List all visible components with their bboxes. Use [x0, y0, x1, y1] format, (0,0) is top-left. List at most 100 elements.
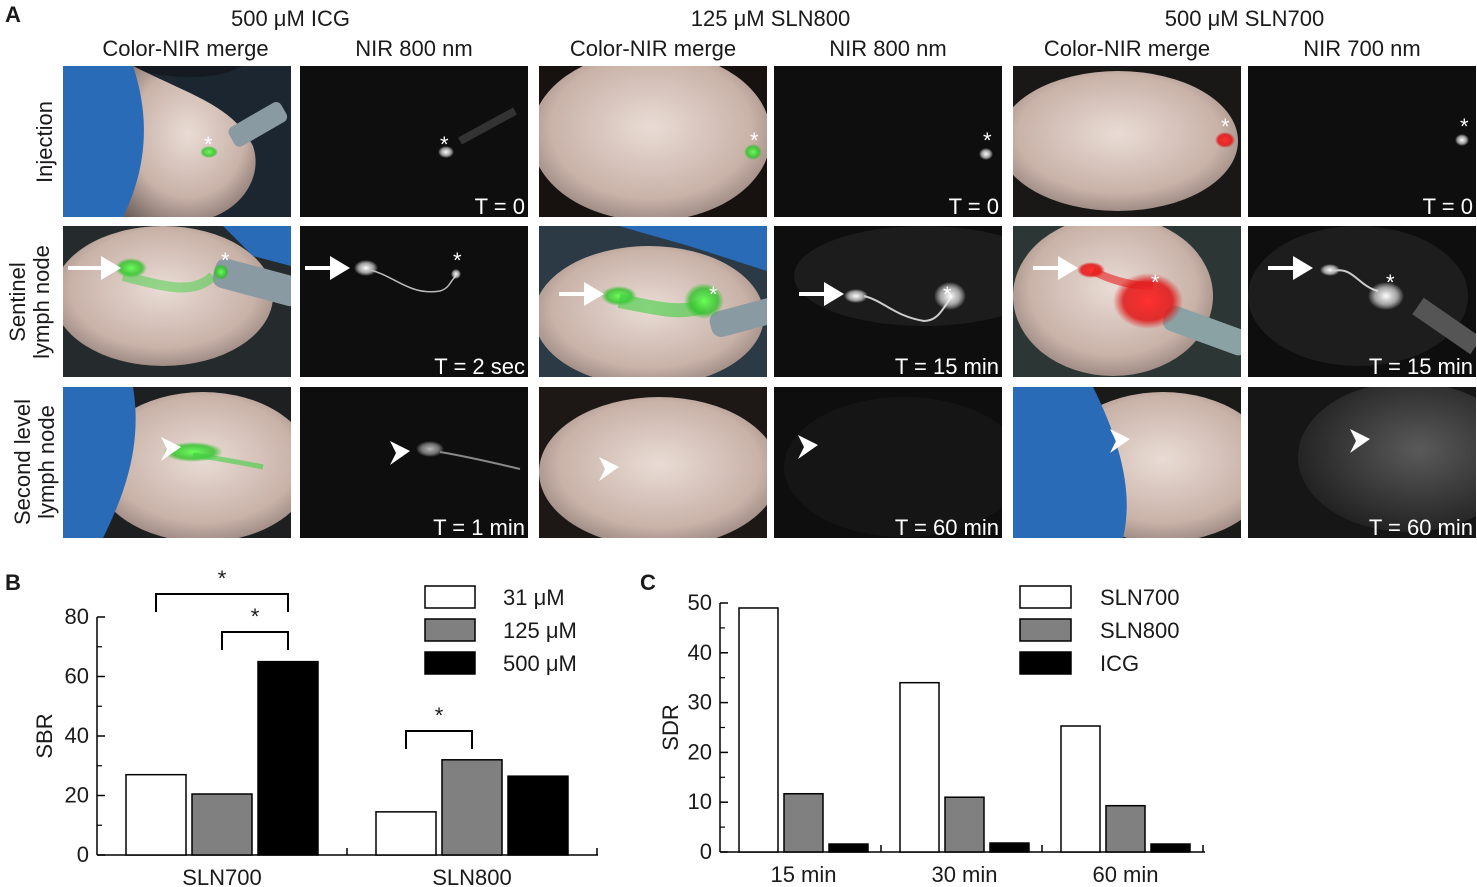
significance-bracket: [155, 593, 289, 612]
panel-letter: C: [640, 570, 656, 595]
y-tick-label: 40: [688, 640, 712, 665]
image-icg-nir-injection: * T = 0: [300, 66, 528, 217]
injection-site-marker: *: [440, 132, 449, 157]
injection-site-marker: *: [1151, 270, 1160, 295]
col-title-sln700-merge: Color-NIR merge: [1043, 36, 1211, 61]
injection-site-marker: *: [453, 248, 462, 273]
time-label: T = 0: [948, 194, 999, 217]
y-tick-label: 50: [688, 590, 712, 615]
y-tick-label: 10: [688, 789, 712, 814]
legend-swatch: [1019, 618, 1072, 642]
bar-sln700-30-min: [899, 681, 940, 853]
y-tick-label: 0: [700, 839, 712, 864]
bar-sln700-60-min: [1060, 725, 1101, 853]
legend-swatch: [424, 585, 476, 609]
y-tick-label: 40: [65, 723, 89, 748]
injection-site-marker: *: [221, 248, 230, 273]
injection-site-marker: *: [204, 132, 213, 157]
image-sln800-merge-sentinel: *: [539, 226, 767, 377]
bar-125-m-sln800: [441, 759, 503, 856]
legend-label: 500 μM: [503, 651, 577, 676]
legend-swatch: [424, 651, 476, 675]
legend-swatch: [424, 618, 476, 642]
image-sln700-merge-sentinel: *: [1013, 226, 1241, 377]
bar-sln700-15-min: [738, 607, 779, 853]
y-tick-label: 20: [65, 783, 89, 808]
significance-star: *: [251, 604, 260, 629]
legend-label: 31 μM: [503, 585, 565, 610]
y-tick-label: 80: [65, 604, 89, 629]
x-tick-label: 15 min: [770, 862, 836, 887]
legend-label: SLN700: [1100, 585, 1180, 610]
y-axis-label: SBR: [32, 713, 57, 758]
panel-letter: B: [5, 570, 21, 595]
image-icg-merge-injection: *: [63, 66, 291, 217]
bar-31-m-sln700: [125, 773, 187, 856]
legend-label: 125 μM: [503, 618, 577, 643]
image-sln800-merge-second: [539, 387, 767, 538]
bar-31-m-sln800: [375, 811, 437, 856]
panel-a-letter: A: [5, 2, 21, 27]
image-sln700-nir-injection: * T = 0: [1248, 66, 1476, 217]
bar-sln800-15-min: [783, 792, 824, 853]
x-tick-label: SLN700: [182, 865, 262, 887]
y-tick-label: 20: [688, 739, 712, 764]
chart-b: 0 20 40 60 80 SBR SLN700 SLN800 * * * 31 μM 125 μM 50…: [5, 566, 598, 887]
significance-bracket: [405, 730, 473, 749]
y-tick-label: 30: [688, 690, 712, 715]
image-icg-merge-sentinel: *: [63, 226, 291, 377]
injection-site-marker: *: [1221, 114, 1230, 139]
bar-sln800-30-min: [944, 796, 985, 853]
image-icg-merge-second: [63, 387, 291, 538]
group-title-sln800: 125 μM SLN800: [690, 6, 851, 31]
injection-site-marker: *: [1460, 114, 1469, 139]
time-label: T = 60 min: [1368, 515, 1473, 538]
legend-swatch: [1019, 585, 1072, 609]
image-icg-nir-second: T = 1 min: [300, 387, 528, 538]
col-title-icg-nir: NIR 800 nm: [355, 36, 473, 61]
time-label: T = 0: [474, 194, 525, 217]
injection-site-marker: *: [750, 128, 759, 153]
injection-site-marker: *: [1386, 270, 1395, 295]
time-label: T = 1 min: [433, 515, 525, 538]
injection-site-marker: *: [943, 282, 952, 307]
significance-star: *: [435, 703, 444, 728]
y-tick-label: 60: [65, 664, 89, 689]
time-label: T = 2 sec: [434, 354, 525, 377]
image-sln800-nir-injection: * T = 0: [774, 66, 1002, 217]
time-label: T = 15 min: [1368, 354, 1473, 377]
bar-icg-30-min: [989, 842, 1030, 853]
time-label: T = 0: [1422, 194, 1473, 217]
image-sln700-nir-second: T = 60 min: [1248, 387, 1476, 538]
x-tick-label: 30 min: [931, 862, 997, 887]
image-sln800-nir-second: T = 60 min: [774, 387, 1002, 538]
col-title-sln800-merge: Color-NIR merge: [569, 36, 737, 61]
image-icg-nir-sentinel: * T = 2 sec: [300, 226, 528, 377]
image-sln800-merge-injection: *: [539, 66, 767, 217]
bar-icg-60-min: [1150, 843, 1191, 853]
significance-bracket: [221, 631, 289, 650]
col-title-sln700-nir: NIR 700 nm: [1303, 36, 1421, 61]
x-tick-label: 60 min: [1092, 862, 1158, 887]
y-tick-label: 0: [77, 842, 89, 867]
legend-label: ICG: [1100, 651, 1139, 676]
legend-label: SLN800: [1100, 618, 1180, 643]
image-sln700-merge-second: [1013, 387, 1241, 538]
image-sln800-nir-sentinel: * T = 15 min: [774, 226, 1002, 377]
time-label: T = 60 min: [894, 515, 999, 538]
col-title-sln800-nir: NIR 800 nm: [829, 36, 947, 61]
injection-site-marker: *: [709, 282, 718, 307]
y-axis-label: SDR: [658, 704, 683, 750]
injection-site-marker: *: [983, 128, 992, 153]
image-sln700-merge-injection: *: [1013, 66, 1241, 217]
bar-sln800-60-min: [1105, 804, 1146, 853]
bar-125-m-sln700: [191, 793, 253, 856]
group-title-icg: 500 μM ICG: [230, 6, 351, 31]
time-label: T = 15 min: [894, 354, 999, 377]
group-title-sln700: 500 μM SLN700: [1164, 6, 1325, 31]
bar-icg-15-min: [828, 843, 869, 853]
bar-500-m-sln800: [507, 775, 569, 856]
col-title-icg-merge: Color-NIR merge: [102, 36, 269, 61]
x-tick-label: SLN800: [432, 865, 512, 887]
image-sln700-nir-sentinel: * T = 15 min: [1248, 226, 1476, 377]
